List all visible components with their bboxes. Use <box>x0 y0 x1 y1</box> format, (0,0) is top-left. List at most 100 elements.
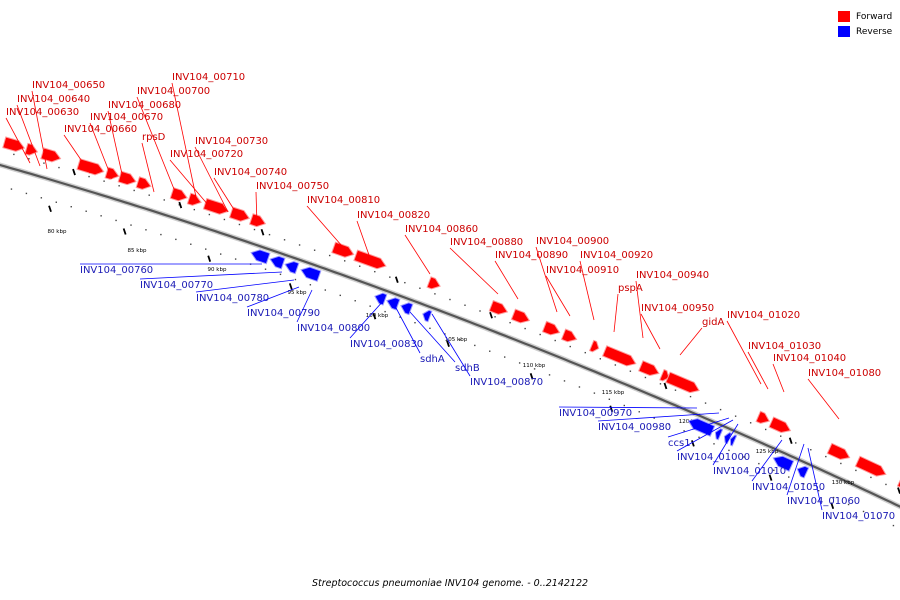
reverse-gene-arrow <box>422 309 433 323</box>
minor-dot <box>309 284 312 286</box>
kbp-tick-label: 90 kbp <box>208 267 227 273</box>
minor-dot <box>817 489 820 492</box>
forward-gene-label: INV104_01080 <box>808 368 881 379</box>
kbp-tick-label: 125 kbp <box>756 449 779 455</box>
reverse-gene-label: INV104_01050 <box>752 482 825 493</box>
reverse-swatch <box>838 26 850 37</box>
minor-dot <box>629 370 632 372</box>
minor-dot <box>449 298 451 301</box>
minor-dot <box>369 305 371 307</box>
minor-dot <box>190 243 192 245</box>
minor-dot <box>503 356 506 358</box>
minor-dot <box>28 158 30 160</box>
minor-dot <box>653 417 655 419</box>
minor-dot <box>160 233 162 236</box>
forward-gene-label: pspA <box>618 283 643 294</box>
forward-gene-arrow <box>76 158 105 176</box>
minor-dot <box>163 199 165 201</box>
minor-dot <box>674 389 677 391</box>
leader-line <box>195 279 295 293</box>
kbp-tick-label: 115 kbp <box>602 390 625 396</box>
reverse-gene-arrow <box>300 266 322 282</box>
major-tick <box>609 405 614 413</box>
forward-gene-arrow <box>588 339 600 353</box>
minor-dot <box>683 430 685 432</box>
minor-dot <box>840 462 842 465</box>
minor-dot <box>614 364 617 366</box>
leader-line <box>667 417 730 438</box>
major-tick <box>48 205 52 213</box>
leader-line <box>171 82 197 198</box>
forward-gene-arrow <box>560 328 578 343</box>
major-tick <box>178 201 183 209</box>
minor-dot <box>429 327 431 330</box>
minor-dot <box>698 436 700 439</box>
forward-gene-arrow <box>854 455 887 477</box>
minor-dot <box>145 229 147 231</box>
leader-line <box>786 443 805 496</box>
forward-gene-label: INV104_00860 <box>405 224 478 235</box>
forward-gene-arrow <box>228 206 251 222</box>
minor-dot <box>414 322 416 324</box>
forward-gene-arrow <box>426 276 441 290</box>
forward-gene-label: INV104_00680 <box>108 100 181 111</box>
major-tick <box>788 437 793 444</box>
minor-dot <box>103 180 105 182</box>
leader-line <box>404 234 431 275</box>
forward-gene-label: gidA <box>702 317 724 328</box>
reverse-gene-arrow <box>374 292 388 306</box>
kbp-tick-label: 80 kbp <box>48 229 67 235</box>
forward-gene-label: INV104_00940 <box>636 270 709 281</box>
minor-dot <box>70 206 72 208</box>
leader-line <box>431 313 471 377</box>
minor-dot <box>758 462 760 465</box>
minor-dot <box>223 218 226 221</box>
forward-gene-arrow <box>896 479 900 488</box>
minor-dot <box>474 344 476 347</box>
major-tick <box>489 311 493 319</box>
reverse-gene-label: INV104_00760 <box>80 265 153 276</box>
leader-line <box>16 104 41 167</box>
legend-forward: Forward <box>838 9 892 24</box>
minor-dot <box>704 402 707 404</box>
leader-line <box>194 146 229 213</box>
forward-gene-arrow <box>40 147 62 163</box>
major-tick <box>122 228 127 235</box>
minor-dot <box>205 248 207 250</box>
minor-dot <box>855 469 857 472</box>
legend-reverse-label: Reverse <box>856 26 893 37</box>
leader-line <box>63 134 91 174</box>
kbp-tick-label: 85 kbp <box>128 248 147 254</box>
minor-dot <box>43 162 45 164</box>
minor-dot <box>193 208 196 211</box>
reverse-gene-label: INV104_00790 <box>247 308 320 319</box>
leader-line <box>712 423 739 466</box>
minor-dot <box>489 350 491 352</box>
forward-gene-label: INV104_00820 <box>357 210 430 221</box>
major-tick <box>207 255 212 262</box>
minor-dot <box>832 496 835 499</box>
leader-line <box>751 439 783 482</box>
minor-dot <box>268 233 271 236</box>
minor-dot <box>264 268 267 270</box>
minor-dot <box>58 166 60 169</box>
minor-dot <box>877 517 880 520</box>
forward-gene-arrow <box>169 187 188 202</box>
minor-dot <box>148 194 150 196</box>
forward-gene-arrow <box>638 360 660 377</box>
reverse-gene-arrow <box>796 465 810 479</box>
minor-dot <box>810 449 812 451</box>
forward-gene-arrow <box>331 241 355 258</box>
leader-line <box>349 299 385 339</box>
forward-gene-label: INV104_00650 <box>32 80 105 91</box>
minor-dot <box>533 368 536 370</box>
major-tick <box>372 312 377 320</box>
leader-line <box>494 260 519 300</box>
kbp-tick-label: 110 kbp <box>523 363 546 369</box>
forward-gene-label: INV104_00640 <box>17 94 90 105</box>
minor-dot <box>749 422 752 424</box>
kbp-tick-label: 130 kbp <box>832 480 855 486</box>
forward-gene-arrow <box>2 136 26 152</box>
major-tick <box>394 276 399 283</box>
forward-gene-arrow <box>353 249 387 270</box>
